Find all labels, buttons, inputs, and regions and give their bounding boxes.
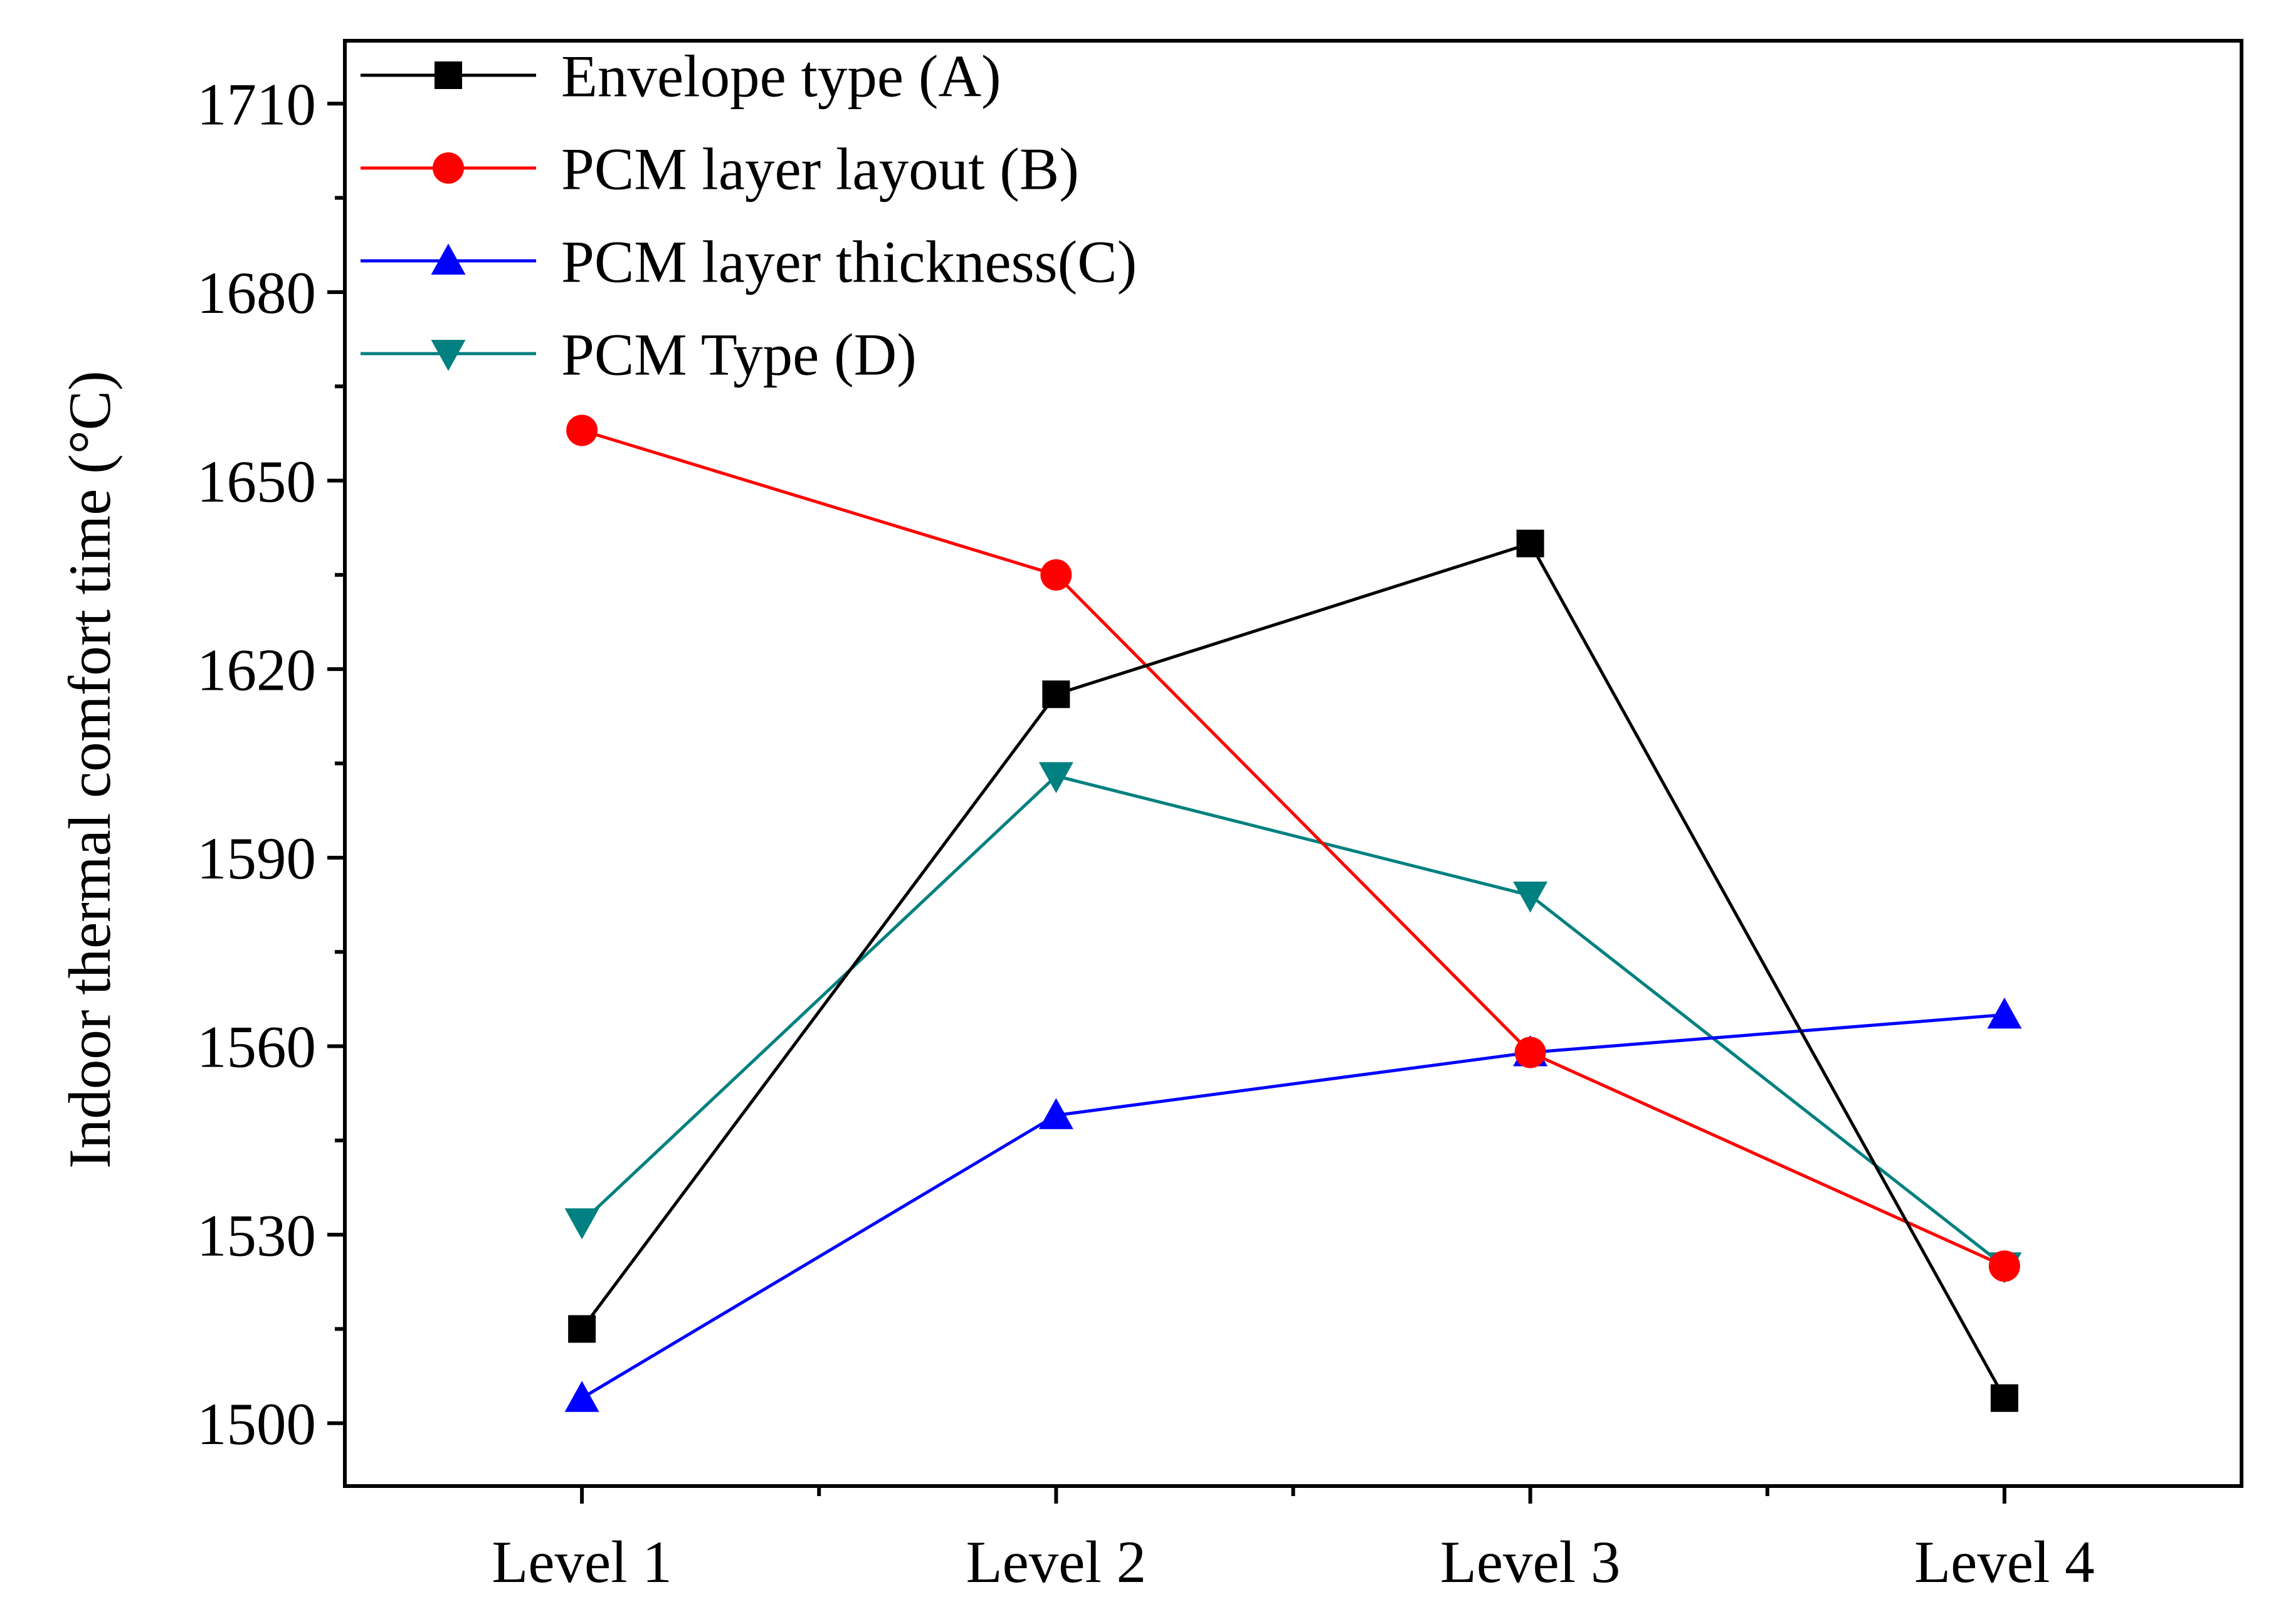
x-tick-label: Level 2 [966,1529,1147,1595]
series-1 [568,529,2018,1412]
y-tick-label: 1680 [197,260,316,326]
data-point [564,1208,599,1240]
data-point [1990,1384,2018,1412]
y-tick-label: 1710 [197,71,316,137]
x-tick-label: Level 3 [1440,1529,1621,1595]
data-point [564,1381,599,1412]
x-tick-label: Level 1 [492,1529,672,1595]
legend-label: PCM layer layout (B) [561,135,1079,202]
series-line [581,774,2006,1268]
y-tick-label: 1620 [197,636,316,703]
legend-label: Envelope type (A) [561,43,1001,109]
legend-marker [431,243,466,275]
y-tick-label: 1500 [197,1391,316,1457]
legend-label: PCM layer thickness(C) [561,228,1137,295]
legend-label: PCM Type (D) [561,321,917,388]
legend-marker [433,152,464,184]
data-point [1040,559,1072,591]
series-group [564,414,2022,1412]
data-point [1042,680,1070,709]
y-tick-label: 1530 [197,1202,316,1268]
series-2 [566,414,2020,1282]
legend-marker [431,340,466,371]
x-tick-label: Level 4 [1914,1529,2095,1595]
data-point [568,1315,596,1343]
data-point [566,414,598,446]
data-point [1516,529,1544,557]
data-point [1988,1250,2020,1282]
series-line [581,542,2006,1399]
y-tick-label: 1650 [197,448,316,515]
legend-entry-3: PCM layer thickness(C) [361,228,1137,295]
series-line [581,1013,2005,1400]
data-point [1987,997,2022,1029]
data-point [1038,762,1073,794]
legend-marker [435,61,462,89]
legend-entry-2: PCM layer layout (B) [361,135,1079,202]
y-tick-label: 1560 [197,1014,316,1080]
axes: 1500 1530 1560 1590 1620 1650 1680 1710 Level 1 L… [197,39,2243,1595]
legend-entry-4: PCM Type (D) [361,321,917,388]
data-point [1514,1036,1546,1068]
legend: Envelope type (A) PCM layer layout (B) PCM… [361,43,1137,388]
series-line [581,428,2005,1268]
legend-entry-1: Envelope type (A) [361,43,1001,109]
y-tick-label: 1590 [197,825,316,892]
y-axis-title: Indoor thermal comfort time (°C) [56,371,123,1169]
data-point [1038,1098,1073,1129]
data-point [1513,881,1548,913]
